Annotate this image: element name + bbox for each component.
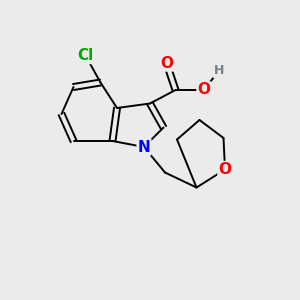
Text: Cl: Cl [77, 48, 94, 63]
Text: O: O [197, 82, 211, 98]
Text: O: O [218, 162, 232, 177]
Text: N: N [138, 140, 150, 154]
Text: H: H [214, 64, 224, 77]
Text: O: O [160, 56, 173, 70]
